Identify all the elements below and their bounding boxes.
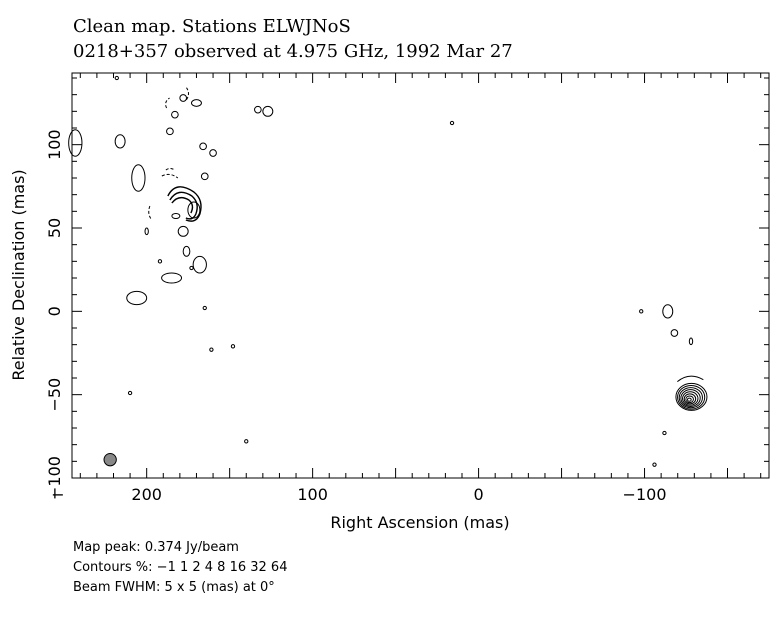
- plot-frame: [71, 72, 770, 479]
- x-tick-label: 100: [297, 485, 328, 504]
- contour-island: [670, 329, 679, 337]
- contour-island: [127, 390, 133, 396]
- chart-title: Clean map. Stations ELWJNoS: [73, 16, 351, 37]
- contour-island: [688, 337, 694, 346]
- contour-island: [192, 255, 207, 274]
- x-tick-label: −100: [623, 485, 667, 504]
- contour-island: [652, 462, 657, 467]
- contour-island: [126, 290, 148, 306]
- contour-island: [182, 245, 191, 257]
- contour-island: [662, 304, 674, 319]
- contour-island: [161, 272, 183, 284]
- y-axis-ticks: 100 50 0 −50 −100: [45, 77, 769, 500]
- contour-island: [199, 142, 207, 151]
- contour-island: [114, 134, 126, 149]
- beam-note: Beam FWHM: 5 x 5 (mas) at 0°: [73, 580, 275, 595]
- contour-island: [166, 127, 174, 136]
- y-tick-label: 50: [45, 218, 64, 238]
- contour-island: [209, 149, 217, 157]
- contour-component-a: [677, 384, 706, 410]
- contour-component-b: [169, 191, 198, 220]
- y-tick-label: −100: [45, 456, 64, 500]
- contour-island: [262, 105, 274, 117]
- contour-island: [177, 225, 189, 237]
- contour-island: [230, 344, 236, 349]
- chart-subtitle: 0218+357 observed at 4.975 GHz, 1992 Mar…: [73, 41, 513, 62]
- contour-component-b: [171, 196, 194, 214]
- contour-component-a: [675, 382, 708, 411]
- contour-island: [114, 75, 119, 81]
- contour-island: [131, 164, 146, 192]
- contour-component-a: [685, 395, 694, 404]
- contour-levels-note: Contours %: −1 1 2 4 8 16 32 64: [73, 560, 288, 575]
- contour-lines: [68, 75, 708, 467]
- contour-component-a: [683, 393, 697, 405]
- contour-island: [144, 227, 149, 236]
- contour-island: [157, 259, 163, 264]
- contour-island: [179, 94, 188, 102]
- y-tick-label: 0: [45, 306, 64, 316]
- contour-component-b: [167, 186, 202, 222]
- x-axis-label: Right Ascension (mas): [330, 513, 509, 532]
- contour-island: [202, 305, 207, 311]
- contour-island: [190, 99, 202, 107]
- contour-island: [449, 120, 455, 126]
- contour-component-a: [682, 391, 699, 406]
- contour-island: [209, 347, 214, 352]
- corner-tick-label: −: [51, 485, 64, 504]
- x-tick-label: 200: [131, 485, 162, 504]
- contour-island: [189, 265, 194, 271]
- y-tick-label: 100: [45, 129, 64, 160]
- contour-island: [171, 110, 179, 119]
- contour-component-a: [677, 375, 704, 383]
- contour-component-b: [187, 201, 201, 219]
- y-tick-label: −50: [45, 378, 64, 412]
- contour-component-a: [680, 389, 701, 407]
- contour-negative: [165, 87, 190, 109]
- contour-island: [639, 309, 644, 314]
- contour-negative: [161, 168, 179, 179]
- contour-component-a: [687, 397, 692, 402]
- contour-island: [244, 439, 249, 444]
- contour-component-b: [171, 213, 181, 219]
- map-peak-note: Map peak: 0.374 Jy/beam: [73, 540, 239, 555]
- beam-ellipse: [103, 453, 117, 467]
- contour-negative: [148, 205, 153, 221]
- contour-island: [254, 105, 262, 114]
- x-axis-ticks: 200 100 0 −100: [79, 73, 762, 504]
- contour-component-a: [678, 387, 703, 409]
- contour-island: [662, 430, 667, 436]
- contour-island: [200, 172, 209, 181]
- y-axis-label: Relative Declination (mas): [9, 169, 28, 380]
- x-tick-label: 0: [473, 485, 483, 504]
- contour-island: [68, 129, 83, 157]
